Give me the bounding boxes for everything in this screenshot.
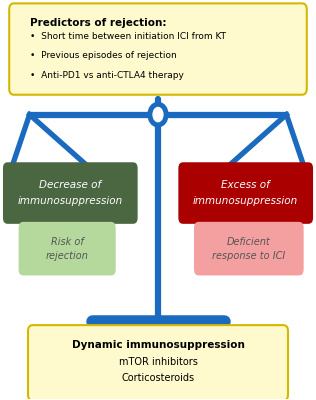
Text: immunosuppression: immunosuppression — [18, 196, 123, 206]
FancyBboxPatch shape — [194, 222, 304, 276]
Text: •  Previous episodes of rejection: • Previous episodes of rejection — [30, 52, 176, 60]
Text: Decrease of: Decrease of — [39, 180, 101, 190]
Text: Corticosteroids: Corticosteroids — [121, 373, 195, 383]
Text: Dynamic immunosuppression: Dynamic immunosuppression — [71, 340, 245, 350]
Text: Excess of: Excess of — [221, 180, 270, 190]
FancyBboxPatch shape — [19, 222, 116, 276]
Text: rejection: rejection — [46, 251, 88, 261]
Text: immunosuppression: immunosuppression — [193, 196, 298, 206]
Text: •  Short time between initiation ICI from KT: • Short time between initiation ICI from… — [30, 32, 226, 41]
Text: •  Anti-PD1 vs anti-CTLA4 therapy: • Anti-PD1 vs anti-CTLA4 therapy — [30, 70, 184, 80]
Text: response to ICI: response to ICI — [212, 251, 285, 261]
FancyBboxPatch shape — [28, 325, 288, 400]
Text: Predictors of rejection:: Predictors of rejection: — [30, 18, 166, 28]
FancyBboxPatch shape — [178, 162, 313, 224]
Circle shape — [150, 104, 166, 125]
Text: Deficient: Deficient — [227, 236, 271, 246]
FancyBboxPatch shape — [9, 3, 307, 95]
FancyBboxPatch shape — [3, 162, 138, 224]
Text: mTOR inhibitors: mTOR inhibitors — [118, 357, 198, 367]
Text: Risk of: Risk of — [51, 236, 83, 246]
